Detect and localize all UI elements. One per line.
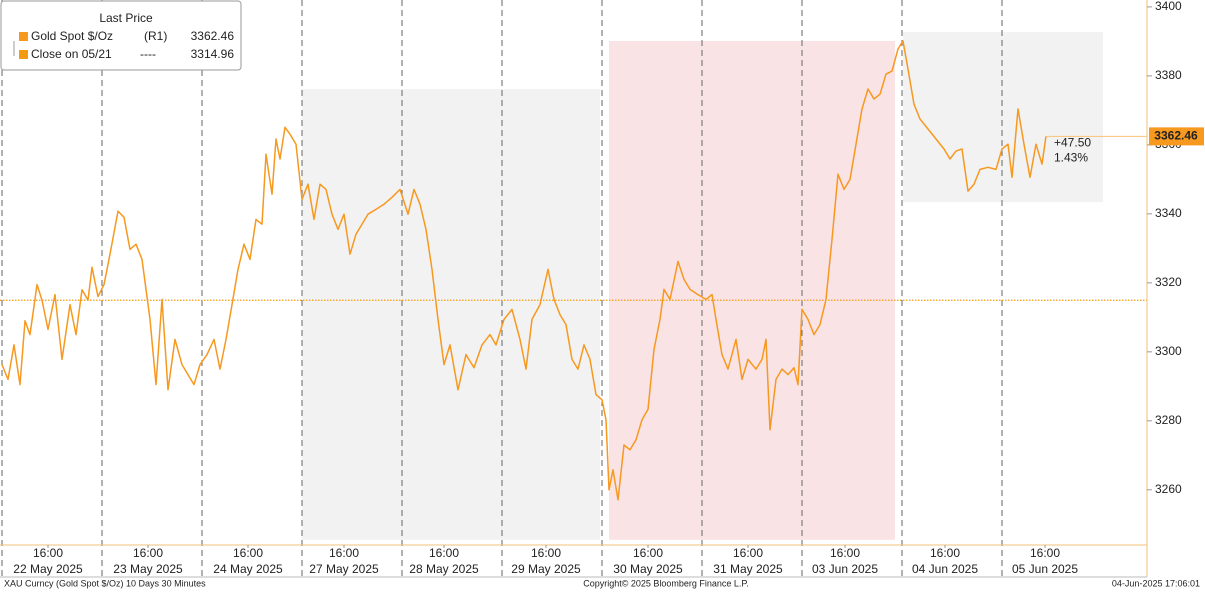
x-tick-label: 16:00 bbox=[633, 546, 663, 560]
x-tick-label: 16:00 bbox=[33, 546, 63, 560]
change-annotation: +47.50 bbox=[1054, 136, 1091, 150]
session-region bbox=[903, 32, 1103, 203]
legend-reference-style: ---- bbox=[140, 47, 156, 61]
x-tick-label: 16:00 bbox=[133, 546, 163, 560]
x-tick-label: 16:00 bbox=[329, 546, 359, 560]
last-price-tag-label: 3362.46 bbox=[1154, 129, 1198, 143]
x-tick-label: 16:00 bbox=[733, 546, 763, 560]
legend-reference-name: Close on 05/21 bbox=[31, 47, 112, 61]
x-tick-date: 28 May 2025 bbox=[409, 562, 479, 576]
y-tick-label: 3380 bbox=[1155, 68, 1182, 82]
x-tick-date: 29 May 2025 bbox=[511, 562, 581, 576]
x-tick-date: 22 May 2025 bbox=[13, 562, 83, 576]
x-tick-date: 03 Jun 2025 bbox=[812, 562, 878, 576]
x-tick-date: 24 May 2025 bbox=[213, 562, 283, 576]
price-line bbox=[1, 40, 1047, 501]
last-price-tag bbox=[1149, 127, 1204, 146]
legend-axis-tag: (R1) bbox=[144, 29, 167, 43]
legend-series-name: Gold Spot $/Oz bbox=[31, 29, 113, 43]
y-tick-label: 3320 bbox=[1155, 275, 1182, 289]
footer-source: XAU Curncy (Gold Spot $/Oz) 10 Days 30 M… bbox=[4, 578, 206, 588]
x-tick-label: 16:00 bbox=[233, 546, 263, 560]
legend-marker bbox=[19, 32, 28, 41]
y-tick-label: 3300 bbox=[1155, 344, 1182, 358]
footer-timestamp: 04-Jun-2025 17:06:01 bbox=[1112, 578, 1200, 588]
y-tick-label: 3340 bbox=[1155, 206, 1182, 220]
y-tick-label: 3400 bbox=[1155, 0, 1182, 13]
x-tick-date: 30 May 2025 bbox=[613, 562, 683, 576]
x-tick-label: 16:00 bbox=[1030, 546, 1060, 560]
legend-box bbox=[0, 0, 242, 71]
footer-copyright: Copyright© 2025 Bloomberg Finance L.P. bbox=[583, 578, 749, 588]
x-tick-label: 16:00 bbox=[930, 546, 960, 560]
x-tick-label: 16:00 bbox=[830, 546, 860, 560]
legend-last-value: 3362.46 bbox=[191, 29, 235, 43]
y-tick-label: 3280 bbox=[1155, 413, 1182, 427]
change-pct-annotation: 1.43% bbox=[1054, 151, 1088, 165]
legend-reference-value: 3314.96 bbox=[191, 47, 235, 61]
x-tick-date: 31 May 2025 bbox=[713, 562, 783, 576]
x-tick-label: 16:00 bbox=[531, 546, 561, 560]
session-region bbox=[609, 41, 895, 540]
x-tick-date: 27 May 2025 bbox=[309, 562, 379, 576]
legend-title: Last Price bbox=[99, 11, 153, 25]
legend-marker bbox=[19, 50, 28, 59]
x-tick-date: 04 Jun 2025 bbox=[912, 562, 978, 576]
x-tick-date: 05 Jun 2025 bbox=[1012, 562, 1078, 576]
x-tick-date: 23 May 2025 bbox=[113, 562, 183, 576]
x-tick-label: 16:00 bbox=[429, 546, 459, 560]
y-tick-label: 3260 bbox=[1155, 482, 1182, 496]
session-region bbox=[302, 88, 600, 540]
